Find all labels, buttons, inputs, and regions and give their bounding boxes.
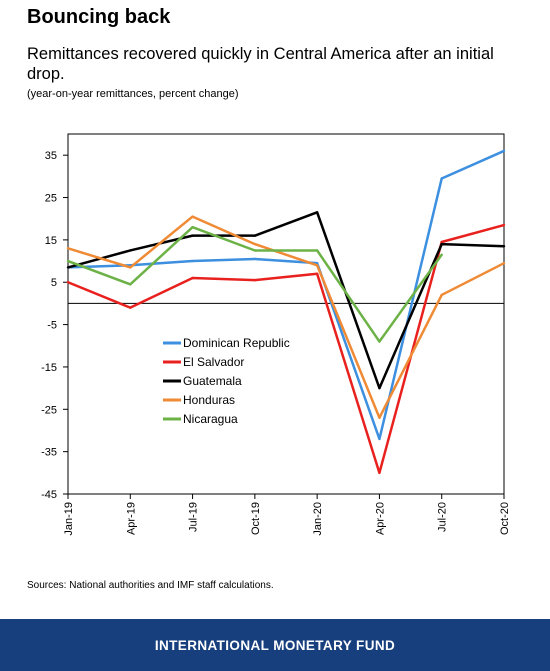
x-tick-label: Apr-19 bbox=[125, 502, 137, 535]
data-point bbox=[253, 257, 257, 261]
data-point bbox=[191, 234, 194, 237]
data-point bbox=[440, 242, 443, 246]
y-tick-label: 5 bbox=[51, 277, 57, 289]
y-tick-label: -25 bbox=[41, 404, 57, 416]
footer-org-name: INTERNATIONAL MONETARY FUND bbox=[154, 637, 396, 653]
data-point bbox=[253, 278, 257, 282]
data-point bbox=[129, 306, 132, 309]
data-point bbox=[129, 249, 132, 252]
data-point bbox=[378, 437, 381, 441]
chart-title: Bouncing back bbox=[27, 6, 171, 28]
data-point bbox=[191, 225, 194, 229]
data-point bbox=[66, 259, 70, 263]
data-point bbox=[129, 266, 132, 269]
data-point bbox=[502, 261, 506, 265]
x-tick-label: Oct-20 bbox=[499, 502, 511, 535]
legend-label: El Salvador bbox=[183, 355, 244, 369]
x-tick-label: Jul-19 bbox=[188, 502, 200, 532]
y-tick-label: -5 bbox=[47, 320, 57, 332]
data-point bbox=[129, 283, 132, 286]
data-point bbox=[440, 253, 443, 256]
x-tick-label: Jul-20 bbox=[437, 502, 449, 532]
series-line-dominican-republic bbox=[67, 149, 505, 441]
legend-label: Guatemala bbox=[183, 374, 242, 388]
footer-bar: INTERNATIONAL MONETARY FUND bbox=[0, 619, 550, 671]
data-point bbox=[502, 223, 506, 227]
series-line-honduras bbox=[67, 215, 505, 420]
data-point bbox=[378, 340, 381, 343]
data-point bbox=[191, 259, 194, 263]
y-tick-label: -35 bbox=[41, 447, 57, 459]
data-point bbox=[378, 416, 381, 419]
x-tick-label: Jan-19 bbox=[63, 502, 75, 536]
data-point bbox=[66, 247, 70, 250]
data-point bbox=[502, 149, 506, 153]
series-line-el-salvador bbox=[67, 223, 505, 475]
data-point bbox=[253, 242, 257, 246]
units-note: (year-on-year remittances, percent chang… bbox=[27, 88, 239, 100]
plot-frame bbox=[67, 133, 505, 495]
x-tick-label: Jan-20 bbox=[312, 502, 324, 536]
data-point bbox=[253, 249, 257, 252]
data-point bbox=[440, 240, 443, 244]
data-point bbox=[502, 245, 506, 248]
data-point bbox=[315, 264, 319, 267]
data-point bbox=[378, 386, 381, 390]
y-tick-label: 15 bbox=[45, 235, 57, 247]
y-tick-label: -45 bbox=[41, 489, 57, 501]
data-point bbox=[191, 276, 194, 280]
data-point bbox=[378, 471, 381, 475]
data-point bbox=[440, 177, 443, 180]
data-point bbox=[66, 266, 70, 269]
y-tick-label: 35 bbox=[45, 150, 57, 162]
data-point bbox=[66, 281, 70, 284]
data-point bbox=[253, 234, 257, 237]
x-tick-label: Apr-20 bbox=[374, 502, 386, 535]
data-point bbox=[315, 249, 319, 252]
legend-label: Honduras bbox=[183, 393, 235, 407]
y-tick-label: -15 bbox=[41, 362, 57, 374]
y-tick-label: 25 bbox=[45, 193, 57, 205]
line-chart: 35 25 15 5 -5 -15 -25 -35 -45 Jan-19 Apr-19 Jul-19 O… bbox=[41, 133, 511, 536]
source-note: Sources: National authorities and IMF st… bbox=[27, 580, 274, 591]
legend-label: Dominican Republic bbox=[183, 336, 290, 350]
chart-subtitle: Remittances recovered quickly in Central… bbox=[27, 45, 494, 83]
x-tick-label: Oct-19 bbox=[250, 502, 262, 535]
data-point bbox=[315, 211, 319, 214]
data-point bbox=[191, 215, 194, 218]
data-point bbox=[315, 272, 319, 275]
legend-label: Nicaragua bbox=[183, 412, 238, 426]
data-point bbox=[440, 293, 443, 297]
